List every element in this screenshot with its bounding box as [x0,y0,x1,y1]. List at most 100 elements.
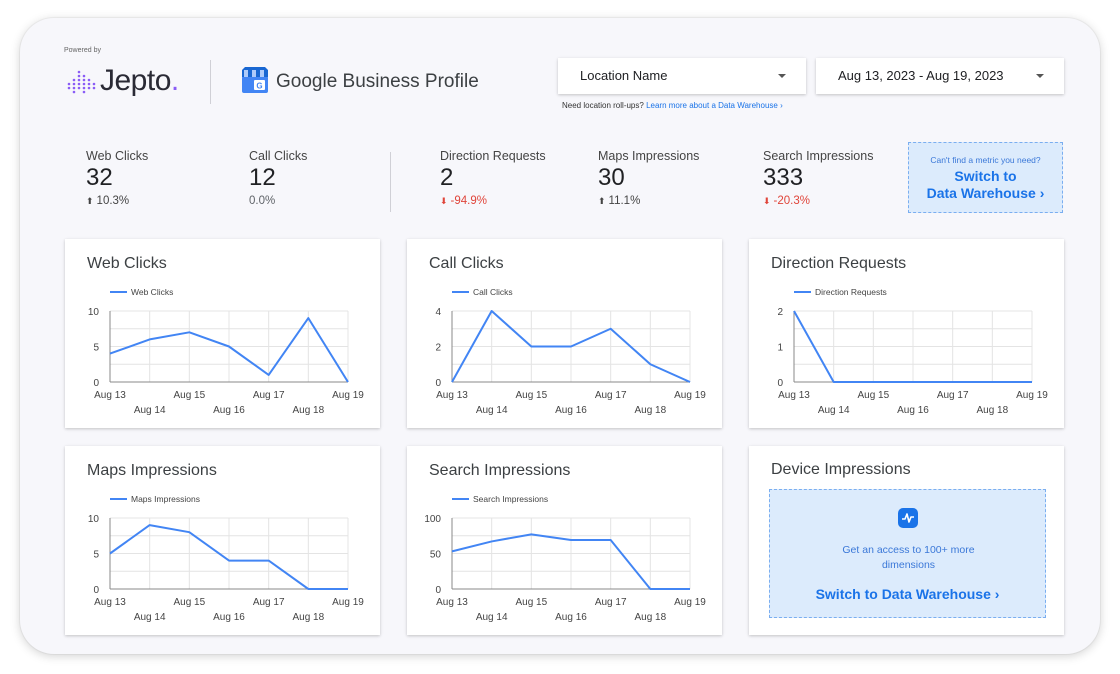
data-warehouse-link[interactable]: Learn more about a Data Warehouse › [646,101,783,110]
x-tick-label: Aug 17 [595,597,627,608]
chart-title: Direction Requests [771,255,907,272]
series-line [109,524,348,590]
metric-web-clicks: Web Clicks 32 ⬆ 10.3% [86,149,148,207]
rollup-hint: Need location roll-ups? Learn more about… [562,101,783,110]
x-tick-label: Aug 18 [292,405,324,416]
y-tick-label: 10 [88,307,100,318]
metric-value: 30 [598,164,625,191]
arrow-down-icon: ⬇ [440,195,448,206]
x-tick-label: Aug 13 [436,390,468,401]
chart-title: Maps Impressions [87,462,217,479]
promo-cta-line2: Data Warehouse › [926,185,1045,201]
chart-card-call-clicks: Call Clicks Call Clicks 0 2 4 Aug 13 Aug 14 Au… [407,239,722,428]
chart-card-maps-impressions: Maps Impressions Maps Impressions 0 5 10 Aug… [65,446,380,635]
x-tick-label: Aug 15 [515,597,547,608]
y-tick-label: 2 [435,343,441,354]
x-tick-label: Aug 17 [253,390,285,401]
switch-to-data-warehouse-button[interactable]: Can't find a metric you need? Switch to … [908,142,1063,213]
metric-search-impressions: Search Impressions 333 ⬇ -20.3% [763,149,873,207]
powered-by-label: Powered by [64,47,101,54]
metric-label: Direction Requests [440,149,546,163]
google-business-profile-icon: G [242,67,268,93]
caret-down-icon [1036,74,1044,78]
y-tick-label: 2 [777,307,783,318]
y-tick-label: 5 [93,343,99,354]
metric-call-clicks: Call Clicks 12 0.0% [249,149,307,207]
direction-requests-line-chart: Direction Requests 0 1 2 Aug 13 Aug 14 Aug 15 A… [777,287,1048,416]
metric-change-value: 10.3% [96,195,130,207]
switch-to-data-warehouse-link[interactable]: Switch to Data Warehouse › [815,586,1000,602]
y-tick-label: 0 [93,585,99,596]
rollup-hint-text: Need location roll-ups? [562,101,644,110]
brand-divider [210,60,211,104]
jepto-brand: Jepto. [100,64,179,98]
metric-change: ⬆ 11.1% [598,195,699,207]
y-tick-label: 0 [777,378,783,389]
metric-change: ⬇ -20.3% [763,195,873,207]
series-line [793,310,1032,383]
date-range-select[interactable]: Aug 13, 2023 - Aug 19, 2023 [816,58,1064,94]
y-tick-label: 0 [435,585,441,596]
y-tick-label: 5 [93,550,99,561]
chart-title: Web Clicks [87,255,167,272]
y-tick-label: 50 [430,550,442,561]
legend-label: Maps Impressions [131,494,200,504]
metric-label: Maps Impressions [598,149,700,163]
metric-value: 12 [249,164,276,191]
metrics-divider [390,152,391,212]
activity-pulse-icon [898,508,918,528]
x-tick-label: Aug 16 [555,405,587,416]
x-tick-label: Aug 19 [674,597,706,608]
series-line [109,317,349,383]
call-clicks-line-chart: Call Clicks 0 2 4 Aug 13 Aug 14 Aug 15 Aug 16 Au… [435,287,706,416]
metric-change: ⬇ -94.9% [440,195,546,207]
x-tick-label: Aug 16 [213,405,245,416]
legend-label: Search Impressions [473,494,548,504]
x-tick-label: Aug 13 [94,597,126,608]
location-select[interactable]: Location Name [558,58,806,94]
device-data-warehouse-promo[interactable]: Get an access to 100+ more dimensions Sw… [769,489,1046,618]
metric-change-value: -94.9% [450,195,487,207]
metric-change: ⬆ 10.3% [86,195,148,207]
y-tick-label: 0 [435,378,441,389]
device-promo-text: Get an access to 100+ more dimensions [842,544,975,571]
chart-card-web-clicks: Web Clicks Web Clicks 0 5 10 Aug 13 Aug 14 Aug… [65,239,380,428]
x-tick-label: Aug 14 [476,612,508,623]
device-impressions-card: Device Impressions Get an access to 100+… [749,446,1064,635]
chart-title: Search Impressions [429,462,571,479]
legend-label: Direction Requests [815,287,887,297]
web-clicks-line-chart: Web Clicks 0 5 10 Aug 13 Aug 14 Aug 15 Aug 16 Au… [88,287,364,416]
legend-label: Call Clicks [473,287,513,297]
x-tick-label: Aug 18 [292,612,324,623]
svg-text:G: G [256,82,262,91]
metric-direction-requests: Direction Requests 2 ⬇ -94.9% [440,149,546,207]
x-tick-label: Aug 18 [634,612,666,623]
arrow-up-icon: ⬆ [598,195,606,206]
chart-card-search-impressions: Search Impressions Search Impressions 0 50… [407,446,722,635]
x-tick-label: Aug 18 [634,405,666,416]
x-tick-label: Aug 17 [595,390,627,401]
google-business-profile-brand: Google Business Profile [276,71,479,92]
chart-title: Device Impressions [771,461,911,478]
x-tick-label: Aug 13 [778,390,810,401]
x-tick-label: Aug 15 [515,390,547,401]
metric-change: 0.0% [249,195,307,207]
location-select-value: Location Name [580,68,668,83]
y-tick-label: 0 [93,378,99,389]
x-tick-label: Aug 13 [436,597,468,608]
x-tick-label: Aug 14 [818,405,850,416]
arrow-up-icon: ⬆ [86,195,94,206]
date-range-value: Aug 13, 2023 - Aug 19, 2023 [838,68,1004,83]
metric-label: Call Clicks [249,149,308,163]
x-tick-label: Aug 13 [94,390,126,401]
x-tick-label: Aug 19 [332,390,364,401]
maps-impressions-line-chart: Maps Impressions 0 5 10 Aug 13 Aug 14 Aug 15 Au… [88,494,364,623]
metric-label: Web Clicks [86,149,149,163]
chart-card-direction-requests: Direction Requests Direction Requests 0 1 2… [749,239,1064,428]
x-tick-label: Aug 19 [332,597,364,608]
metric-value: 333 [763,164,804,191]
promo-cta: Switch to Data Warehouse › [909,168,1062,202]
jepto-logo-icon [67,70,96,94]
y-tick-label: 4 [435,307,441,318]
x-tick-label: Aug 19 [1016,390,1048,401]
